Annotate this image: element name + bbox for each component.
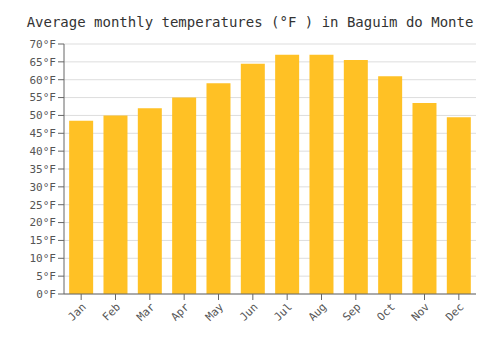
svg-text:40°F: 40°F [30, 145, 57, 158]
svg-text:65°F: 65°F [30, 56, 57, 69]
svg-text:Mar: Mar [134, 300, 158, 324]
svg-text:May: May [203, 300, 227, 324]
svg-text:60°F: 60°F [30, 74, 57, 87]
svg-text:Sep: Sep [340, 300, 363, 323]
svg-text:0°F: 0°F [36, 288, 56, 301]
svg-text:35°F: 35°F [30, 163, 57, 176]
svg-text:Oct: Oct [375, 300, 398, 323]
svg-text:5°F: 5°F [36, 270, 56, 283]
svg-text:55°F: 55°F [30, 91, 57, 104]
svg-text:45°F: 45°F [30, 127, 57, 140]
svg-text:30°F: 30°F [30, 181, 57, 194]
svg-text:15°F: 15°F [30, 234, 57, 247]
svg-text:Apr: Apr [169, 300, 193, 324]
html-text:Average monthly temperatures (: Average monthly temperatures (°F ) in Ba… [26, 14, 474, 30]
svg-text:Feb: Feb [100, 300, 123, 323]
svg-text:25°F: 25°F [30, 199, 57, 212]
svg-text:Dec: Dec [443, 300, 466, 323]
svg-text:Nov: Nov [409, 300, 433, 324]
svg-text:70°F: 70°F [30, 38, 57, 51]
svg-text:Aug: Aug [306, 300, 329, 323]
svg-text:Jun: Jun [237, 300, 260, 323]
svg-text:10°F: 10°F [30, 252, 57, 265]
svg-text:50°F: 50°F [30, 109, 57, 122]
svg-text:Jan: Jan [66, 300, 89, 323]
svg-text:20°F: 20°F [30, 216, 57, 229]
svg-text:Jul: Jul [272, 300, 295, 323]
